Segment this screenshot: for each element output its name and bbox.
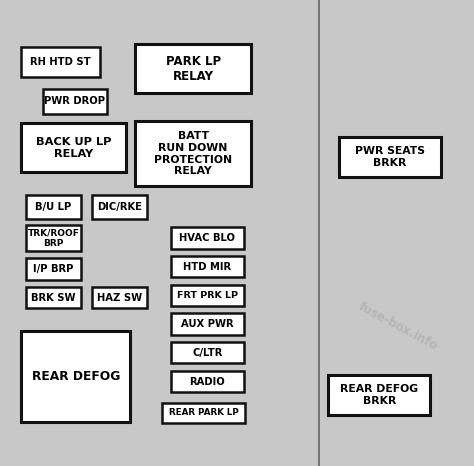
FancyBboxPatch shape bbox=[26, 287, 81, 308]
FancyBboxPatch shape bbox=[171, 371, 244, 392]
Text: REAR DEFOG
BRKR: REAR DEFOG BRKR bbox=[340, 384, 419, 406]
Text: I/P BRP: I/P BRP bbox=[33, 264, 73, 274]
Text: PWR DROP: PWR DROP bbox=[44, 96, 105, 106]
FancyBboxPatch shape bbox=[21, 123, 126, 172]
FancyBboxPatch shape bbox=[162, 403, 245, 423]
Text: BRK SW: BRK SW bbox=[31, 293, 75, 303]
Text: PWR SEATS
BRKR: PWR SEATS BRKR bbox=[355, 146, 425, 168]
FancyBboxPatch shape bbox=[171, 313, 244, 335]
Text: AUX PWR: AUX PWR bbox=[181, 319, 234, 329]
FancyBboxPatch shape bbox=[26, 195, 81, 219]
Text: B/U LP: B/U LP bbox=[35, 202, 72, 212]
FancyBboxPatch shape bbox=[92, 195, 147, 219]
Text: BATT
RUN DOWN
PROTECTION
RELAY: BATT RUN DOWN PROTECTION RELAY bbox=[154, 131, 232, 176]
FancyBboxPatch shape bbox=[135, 44, 251, 93]
Text: REAR DEFOG: REAR DEFOG bbox=[32, 370, 120, 383]
Text: BACK UP LP
RELAY: BACK UP LP RELAY bbox=[36, 137, 111, 159]
FancyBboxPatch shape bbox=[43, 89, 107, 114]
FancyBboxPatch shape bbox=[26, 225, 81, 251]
FancyBboxPatch shape bbox=[26, 258, 81, 280]
Text: RH HTD ST: RH HTD ST bbox=[30, 57, 91, 67]
Text: fuse-box.info: fuse-box.info bbox=[356, 300, 440, 352]
FancyBboxPatch shape bbox=[21, 47, 100, 77]
FancyBboxPatch shape bbox=[171, 227, 244, 249]
FancyBboxPatch shape bbox=[339, 137, 441, 177]
FancyBboxPatch shape bbox=[92, 287, 147, 308]
FancyBboxPatch shape bbox=[171, 256, 244, 277]
FancyBboxPatch shape bbox=[171, 285, 244, 306]
Text: REAR PARK LP: REAR PARK LP bbox=[169, 408, 238, 418]
FancyBboxPatch shape bbox=[135, 121, 251, 186]
Text: DIC/RKE: DIC/RKE bbox=[97, 202, 142, 212]
Text: TRK/ROOF
BRP: TRK/ROOF BRP bbox=[27, 228, 79, 247]
FancyBboxPatch shape bbox=[171, 342, 244, 363]
Text: RADIO: RADIO bbox=[190, 377, 225, 387]
Text: HTD MIR: HTD MIR bbox=[183, 261, 231, 272]
Text: HAZ SW: HAZ SW bbox=[97, 293, 142, 303]
Text: HVAC BLO: HVAC BLO bbox=[179, 233, 236, 243]
Text: PARK LP
RELAY: PARK LP RELAY bbox=[165, 55, 221, 83]
Text: C/LTR: C/LTR bbox=[192, 348, 223, 358]
FancyBboxPatch shape bbox=[328, 375, 430, 415]
Text: FRT PRK LP: FRT PRK LP bbox=[177, 291, 238, 300]
FancyBboxPatch shape bbox=[21, 331, 130, 422]
